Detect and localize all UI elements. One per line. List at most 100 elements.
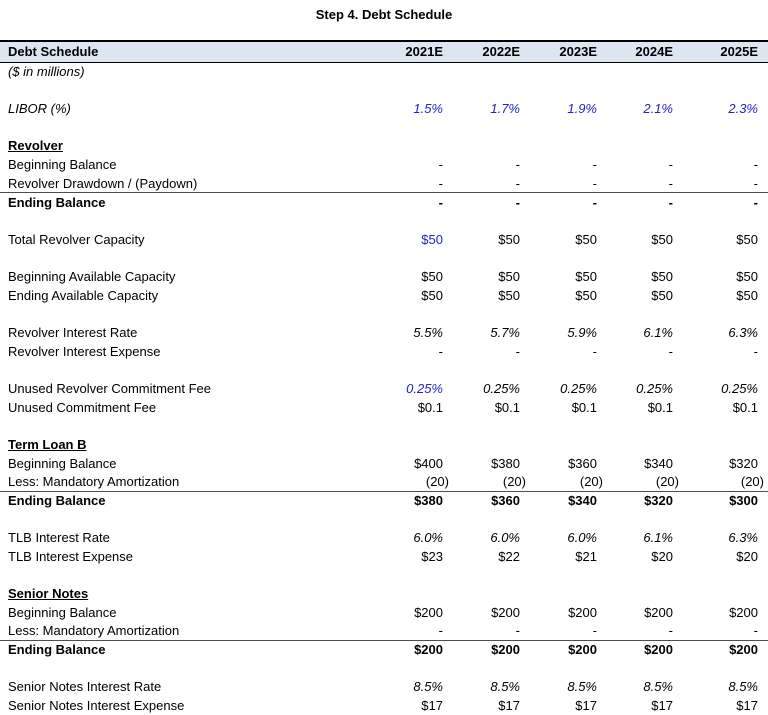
section-label: Senior Notes (8, 586, 89, 602)
value-cell: 1.7% (490, 101, 520, 117)
value-cell: 8.5% (490, 679, 520, 695)
value-cell (683, 137, 768, 156)
row-label: Beginning Balance (8, 157, 117, 173)
value-cell: - (592, 194, 597, 210)
value-cell: (20) (607, 472, 683, 492)
value-cell: - (683, 173, 768, 194)
value-cell (530, 361, 607, 380)
value-cell (378, 81, 453, 100)
value-cell: $360 (491, 493, 520, 509)
value-cell (683, 510, 768, 529)
value-cell: $400 (414, 455, 443, 471)
value-cell: 1.9% (567, 101, 597, 117)
value-cell: - (683, 621, 768, 641)
value-cell: 6.0% (490, 530, 520, 546)
value-cell: $50 (736, 287, 758, 303)
value-cell: - (592, 157, 597, 173)
value-cell: 5.7% (490, 325, 520, 341)
value-cell: 0.25% (560, 380, 597, 396)
value-cell: $17 (651, 698, 673, 714)
table-row: TLB Interest Expense $23 $22 $21 $20 $20 (0, 547, 768, 566)
value-cell (683, 62, 768, 81)
row-label: Beginning Available Capacity (8, 269, 176, 285)
column-header-year: 2022E (453, 40, 530, 63)
blank-row (0, 416, 768, 435)
row-label: Ending Balance (8, 194, 106, 210)
value-cell (683, 118, 768, 137)
value-cell (378, 137, 453, 156)
table-row: Beginning Available Capacity $50 $50 $50 $50… (0, 267, 768, 286)
table-header-row: Debt Schedule 2021E 2022E 2023E 2024E 20… (0, 40, 768, 63)
table-row: ($ in millions) (0, 62, 768, 81)
row-label: Beginning Balance (8, 455, 117, 471)
table-row: Less: Mandatory Amortization (20) (20) (20)… (0, 472, 768, 492)
value-cell (683, 416, 768, 435)
table-row: Less: Mandatory Amortization - - - - - (0, 621, 768, 641)
table-row: Ending Balance - - - - - (0, 193, 768, 212)
value-cell (530, 566, 607, 585)
value-cell: $200 (568, 642, 597, 658)
value-cell (530, 305, 607, 324)
section-label: Term Loan B (8, 436, 87, 452)
value-cell (378, 584, 453, 603)
value-cell: $17 (421, 698, 443, 714)
value-cell: $50 (575, 287, 597, 303)
value-cell (453, 249, 530, 268)
value-cell (378, 510, 453, 529)
value-cell: $21 (575, 548, 597, 564)
row-label (0, 361, 378, 380)
row-label: TLB Interest Expense (8, 548, 134, 564)
value-cell (530, 62, 607, 81)
row-label: Ending Balance (8, 642, 106, 658)
value-cell: 5.5% (413, 325, 443, 341)
value-cell: - (438, 343, 443, 359)
value-cell: $50 (575, 269, 597, 285)
value-cell (453, 510, 530, 529)
value-cell: - (515, 157, 520, 173)
table-row: Unused Commitment Fee $0.1 $0.1 $0.1 $0.1 $0.… (0, 398, 768, 417)
value-cell: $17 (498, 698, 520, 714)
table-row: Unused Revolver Commitment Fee 0.25% 0.25%… (0, 379, 768, 398)
column-header-year: 2023E (530, 40, 607, 63)
value-cell: $300 (729, 493, 758, 509)
value-cell (683, 249, 768, 268)
value-cell (530, 510, 607, 529)
value-cell (530, 249, 607, 268)
column-header-year: 2021E (378, 40, 453, 63)
value-cell (607, 510, 683, 529)
value-cell: $320 (644, 493, 673, 509)
section-row: Revolver (0, 137, 768, 156)
value-cell (607, 584, 683, 603)
row-label: Ending Balance (8, 493, 106, 509)
value-cell: 8.5% (643, 679, 673, 695)
value-cell: - (378, 621, 453, 641)
value-cell (607, 361, 683, 380)
section-row: Term Loan B (0, 435, 768, 454)
value-cell (530, 211, 607, 230)
row-label: Revolver Interest Expense (8, 343, 161, 359)
value-cell (453, 118, 530, 137)
value-cell (378, 416, 453, 435)
value-cell (378, 118, 453, 137)
row-label (0, 566, 378, 585)
value-cell: - (453, 621, 530, 641)
value-cell: $50 (736, 269, 758, 285)
column-header-year: 2025E (683, 40, 768, 63)
blank-row (0, 361, 768, 380)
value-cell: $200 (644, 604, 673, 620)
table-row: Senior Notes Interest Rate 8.5% 8.5% 8.5% 8.… (0, 678, 768, 697)
value-cell (683, 211, 768, 230)
row-label: Unused Revolver Commitment Fee (8, 380, 212, 396)
page-title: Step 4. Debt Schedule (315, 7, 453, 22)
value-cell: - (530, 173, 607, 194)
value-cell: $20 (736, 548, 758, 564)
value-cell: $0.1 (647, 399, 673, 415)
row-label: Revolver Interest Rate (8, 325, 138, 341)
value-cell (683, 81, 768, 100)
value-cell: 0.25% (721, 380, 758, 396)
value-cell: $23 (421, 548, 443, 564)
value-cell (530, 435, 607, 454)
table-row: Revolver Interest Rate 5.5% 5.7% 5.9% 6.1% 6.… (0, 323, 768, 342)
blank-row (0, 118, 768, 137)
value-cell: (20) (378, 472, 453, 492)
